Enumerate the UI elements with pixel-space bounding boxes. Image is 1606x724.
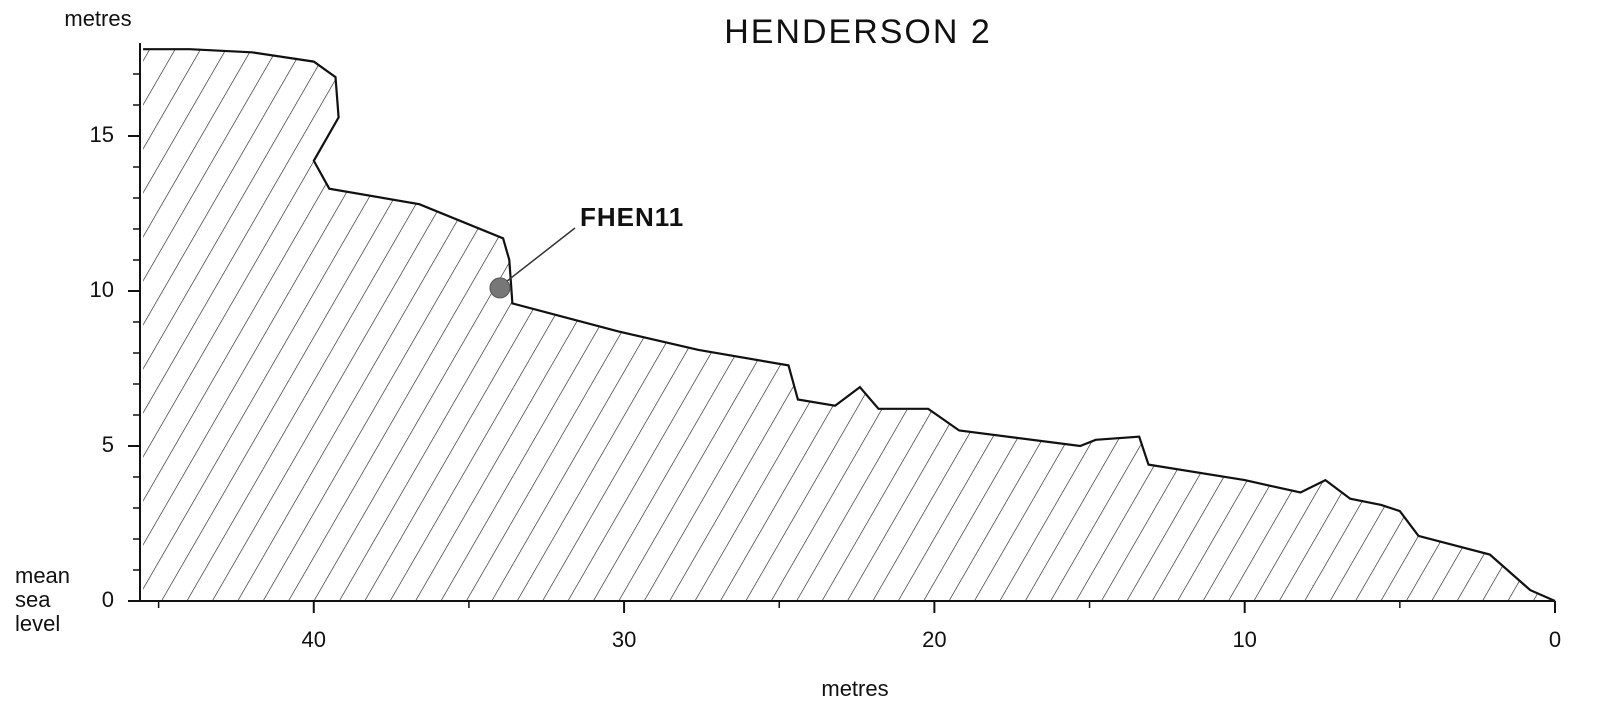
zero-label: level (15, 611, 60, 636)
profile-area (143, 49, 1556, 601)
y-axis-label: metres (64, 6, 131, 31)
annotation-label: FHEN11 (580, 202, 684, 232)
x-tick-label: 40 (302, 627, 326, 652)
annotation-leader (505, 227, 576, 283)
y-tick-label: 15 (90, 122, 114, 147)
x-tick-label: 20 (922, 627, 946, 652)
y-tick-label: 10 (90, 277, 114, 302)
profile-line (143, 48, 1556, 603)
chart-title: HENDERSON 2 (724, 13, 992, 51)
x-tick-label: 0 (1549, 627, 1561, 652)
x-tick-label: 30 (612, 627, 636, 652)
x-axis-label: metres (821, 676, 888, 701)
zero-label: sea (15, 587, 51, 612)
y-tick-label: 5 (102, 432, 114, 457)
zero-label: mean (15, 563, 70, 588)
x-tick-label: 10 (1232, 627, 1256, 652)
y-tick-label: 0 (102, 587, 114, 612)
annotation-point (489, 277, 511, 299)
